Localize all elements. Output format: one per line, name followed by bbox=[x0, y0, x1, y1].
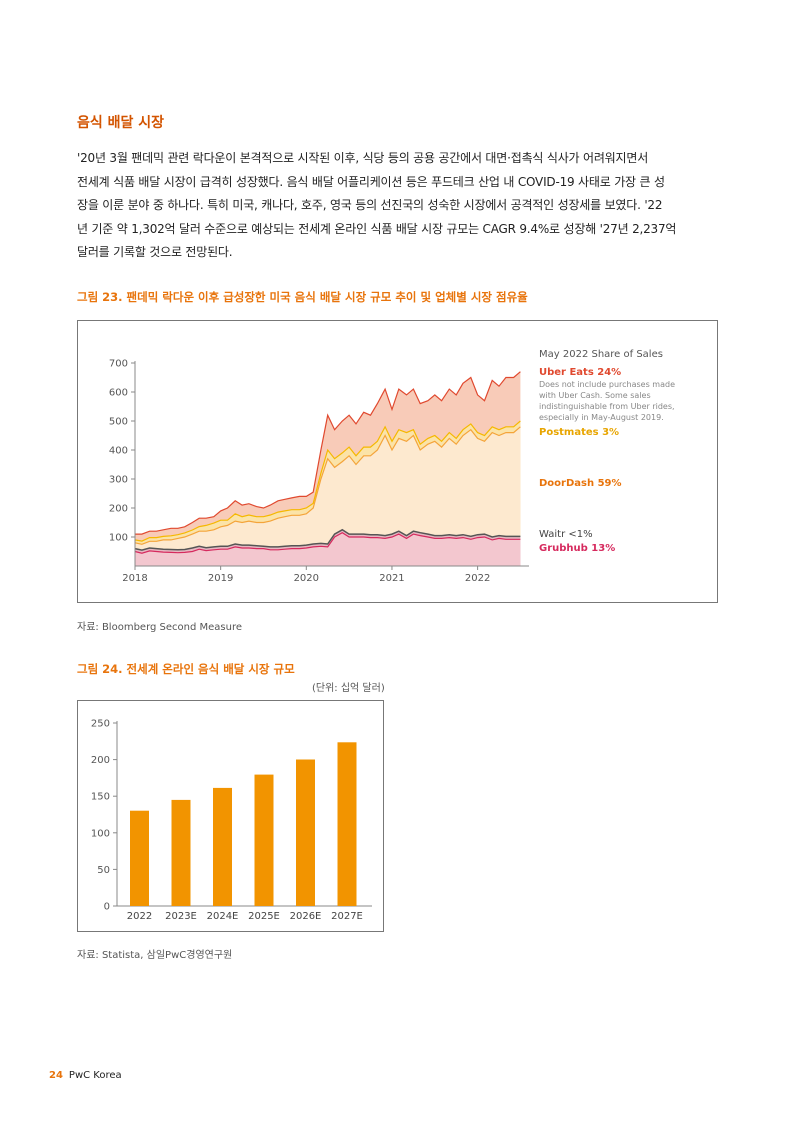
y-tick-label: 100 bbox=[91, 828, 110, 839]
bar-2023E bbox=[171, 799, 191, 906]
legend-heading: May 2022 Share of Sales bbox=[539, 349, 663, 360]
figure24-bar-chart: 0 50 100 150 200 250 2022 2023E 2024E 2025E 2026E 2… bbox=[91, 719, 372, 922]
body-paragraph: '20년 3월 팬데믹 관련 락다운이 본격적으로 시작된 이후, 식당 등의 … bbox=[77, 147, 717, 265]
y-tick-label: 100 bbox=[109, 533, 128, 544]
figure23-title: 그림 23. 팬데믹 락다운 이후 급성장한 미국 음식 배달 시장 규모 추이… bbox=[77, 290, 528, 304]
bar-2027E bbox=[337, 742, 357, 906]
legend-ubereats: Uber Eats 24% bbox=[539, 367, 621, 378]
paragraph-line: 달러를 기록할 것으로 전망된다. bbox=[77, 245, 233, 259]
paragraph-line: 년 기준 약 1,302억 달러 수준으로 예상되는 전세계 온라인 식품 배달… bbox=[77, 221, 677, 236]
y-tick-label: 200 bbox=[109, 504, 128, 515]
x-tick-label: 2024E bbox=[207, 911, 239, 922]
footer-brand: PwC Korea bbox=[68, 1070, 122, 1081]
x-tick-label: 2026E bbox=[290, 911, 322, 922]
y-tick-label: 500 bbox=[109, 417, 128, 428]
y-tick-label: 700 bbox=[109, 359, 128, 370]
bar-2022 bbox=[130, 810, 149, 906]
series-line-grubhub bbox=[134, 532, 521, 554]
x-tick-label: 2022 bbox=[465, 573, 490, 584]
x-tick-label: 2025E bbox=[248, 911, 280, 922]
bar-2026E bbox=[296, 759, 315, 906]
series-line-doordash bbox=[134, 426, 521, 545]
y-tick-label: 400 bbox=[109, 446, 128, 457]
x-tick-label: 2019 bbox=[208, 573, 233, 584]
y-tick-label: 150 bbox=[91, 792, 110, 803]
x-tick-label: 2021 bbox=[379, 573, 404, 584]
section-title: 음식 배달 시장 bbox=[77, 115, 165, 131]
figure24-chart-frame: 0 50 100 150 200 250 2022 2023E 2024E 2025E 2026E 2… bbox=[77, 700, 384, 932]
figure23-area-chart: 100 200 300 400 500 600 700 2018 2019 2020 2021 202… bbox=[109, 349, 675, 584]
legend-doordash: DoorDash 59% bbox=[539, 478, 622, 489]
paragraph-line: '20년 3월 팬데믹 관련 락다운이 본격적으로 시작된 이후, 식당 등의 … bbox=[77, 151, 649, 165]
figure24-source: 자료: Statista, 삼일PwC경영연구원 bbox=[77, 950, 233, 961]
y-tick-label: 600 bbox=[109, 388, 128, 399]
legend-ubereats-note: Does not include purchases made bbox=[539, 380, 675, 389]
y-tick-label: 200 bbox=[91, 755, 110, 766]
x-tick-label: 2020 bbox=[294, 573, 319, 584]
y-tick-label: 300 bbox=[109, 475, 128, 486]
y-tick-label: 0 bbox=[104, 902, 110, 913]
series-line-waitr bbox=[134, 528, 521, 551]
legend-postmates: Postmates 3% bbox=[539, 427, 619, 438]
figure24-unit: (단위: 십억 달러) bbox=[312, 683, 385, 694]
figure23-source: 자료: Bloomberg Second Measure bbox=[77, 622, 243, 633]
series-line-postmates bbox=[134, 420, 521, 542]
x-tick-label: 2023E bbox=[165, 911, 197, 922]
y-tick-label: 250 bbox=[91, 719, 110, 730]
bar-2024E bbox=[213, 787, 232, 906]
series-line-ubereats bbox=[135, 371, 521, 535]
figure24-title: 그림 24. 전세계 온라인 음식 배달 시장 규모 bbox=[77, 662, 295, 676]
legend-grubhub: Grubhub 13% bbox=[539, 543, 615, 554]
x-tick-label: 2027E bbox=[331, 911, 363, 922]
legend-ubereats-note: indistinguishable from Uber rides, bbox=[539, 402, 675, 411]
legend-ubereats-note: with Uber Cash. Some sales bbox=[539, 391, 651, 400]
area-grubhub bbox=[135, 532, 521, 566]
figure23-chart-frame: 100 200 300 400 500 600 700 2018 2019 2020 2021 202… bbox=[77, 320, 718, 603]
x-tick-label: 2018 bbox=[122, 573, 147, 584]
page-number: 24 bbox=[49, 1070, 63, 1081]
area-doordash bbox=[135, 426, 521, 566]
paragraph-line: 장을 이룬 분야 중 하나다. 특히 미국, 캐나다, 호주, 영국 등의 선진… bbox=[77, 198, 663, 212]
y-tick-label: 50 bbox=[97, 865, 110, 876]
page-footer: 24 PwC Korea bbox=[49, 1070, 122, 1081]
legend-waitr: Waitr <1% bbox=[539, 529, 593, 540]
bar-2025E bbox=[254, 774, 274, 906]
paragraph-line: 전세계 식품 배달 시장이 급격히 성장했다. 음식 배달 어플리케이션 등은 … bbox=[77, 174, 665, 189]
x-tick-label: 2022 bbox=[127, 911, 152, 922]
legend-ubereats-note: especially in May-August 2019. bbox=[539, 413, 664, 422]
